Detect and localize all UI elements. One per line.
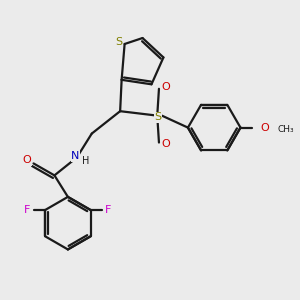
Text: O: O <box>161 139 170 149</box>
Text: O: O <box>261 123 269 133</box>
Text: CH₃: CH₃ <box>278 124 294 134</box>
Text: H: H <box>82 156 89 166</box>
Text: S: S <box>116 37 123 47</box>
Text: O: O <box>161 82 170 92</box>
Text: S: S <box>154 112 162 122</box>
Text: F: F <box>24 205 30 215</box>
Text: O: O <box>22 155 31 166</box>
Text: N: N <box>71 151 80 161</box>
Text: F: F <box>105 205 112 215</box>
